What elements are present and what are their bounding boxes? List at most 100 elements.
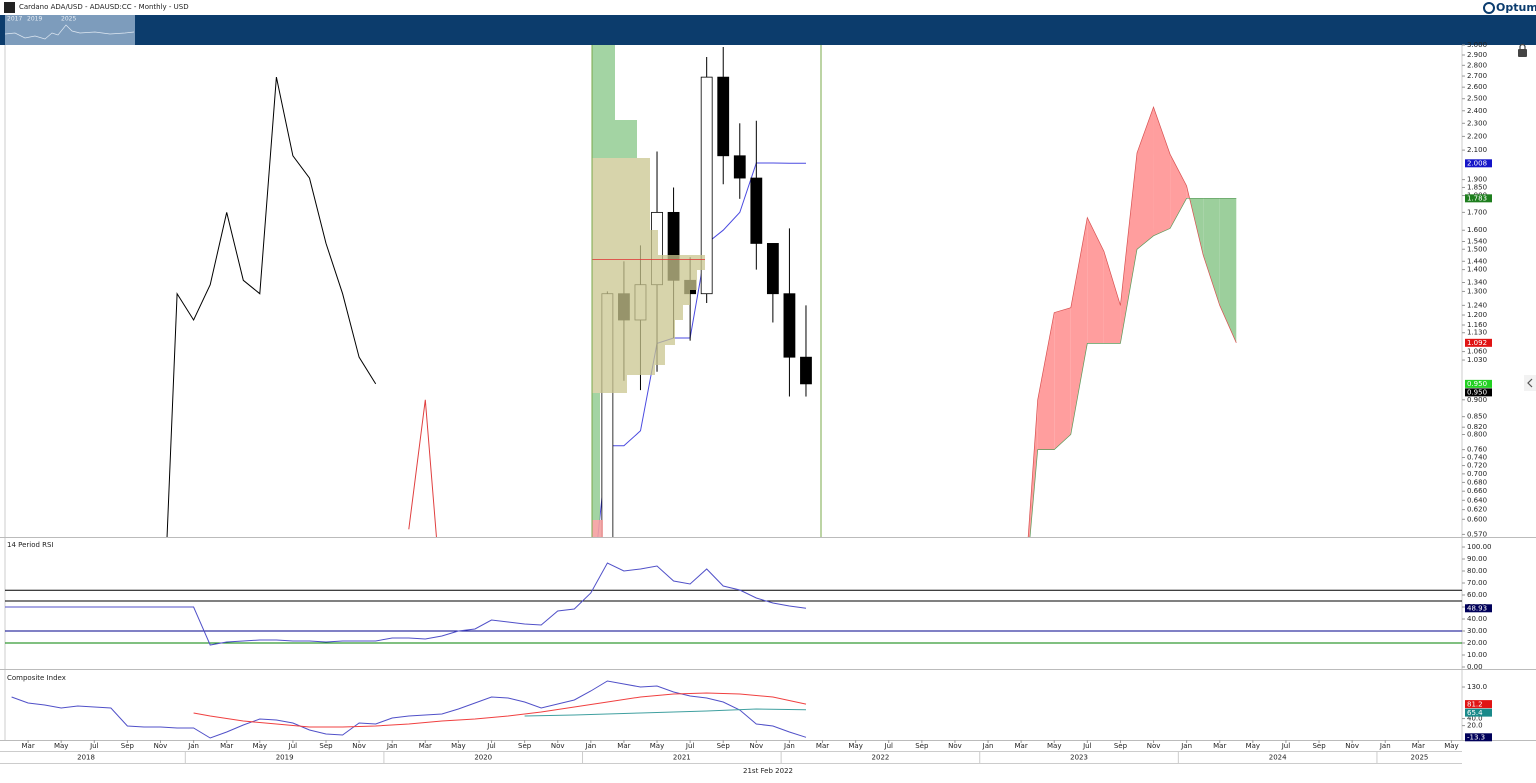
profile-bar [592,270,697,290]
series-line [193,692,807,728]
x-tick-label: Jul [685,742,695,750]
series-line [597,162,806,537]
price-tag [1465,379,1492,388]
axes: 3.000 2.900 2.800 2.700 2.600 2.500 2.400 2.300… [21,41,1492,763]
profile-bar [592,393,600,520]
y-tick-label: 30.00 [1467,627,1487,635]
y-tick-label: 0.720 [1467,462,1487,470]
x-tick-label: Jan [187,742,199,750]
cursor-date: 21st Feb 2022 [743,767,793,775]
year-label: 2022 [872,754,890,762]
cloud-segment [1087,217,1104,344]
side-panel-toggle[interactable] [1524,375,1536,391]
x-tick-label: Jan [386,742,398,750]
composite-pane [11,680,807,739]
y-tick-label: 130.0 [1467,683,1487,691]
y-tick-label: 2.200 [1467,132,1487,140]
y-tick-label: 2.500 [1467,95,1487,103]
cloud-segment [1120,152,1137,344]
y-tick-label: 0.600 [1467,515,1487,523]
price-tag-label: -13.3 [1467,734,1485,742]
navigator[interactable] [0,15,1536,45]
cloud-edge [1027,106,1237,537]
y-tick-label: 40.00 [1467,615,1487,623]
profile-bar [592,290,690,305]
x-tick-label: May [1047,742,1061,750]
x-tick-label: Nov [154,742,168,750]
series-line [408,399,437,537]
year-label: 2018 [77,754,95,762]
y-tick-label: 1.030 [1467,356,1487,364]
y-tick-label: 1.300 [1467,287,1487,295]
y-tick-label: 0.900 [1467,396,1487,404]
series-line [524,708,807,717]
navigator-window[interactable] [5,15,135,45]
x-tick-label: Mar [816,742,829,750]
x-tick-label: Jul [884,742,894,750]
y-tick-label: 0.760 [1467,446,1487,454]
y-tick-label: 40.0 [1467,715,1483,723]
x-tick-label: Sep [1312,742,1326,750]
year-label: 2025 [1411,754,1429,762]
x-tick-label: May [54,742,68,750]
y-tick-label: 2.100 [1467,146,1487,154]
x-tick-label: Jan [1379,742,1391,750]
cloud-segment [1219,198,1237,343]
x-tick-label: Sep [915,742,929,750]
cloud-segment [1170,154,1187,229]
y-tick-label: 2.700 [1467,72,1487,80]
year-label: 2024 [1269,754,1287,762]
profile-bar [592,305,683,320]
x-tick-label: Mar [1412,742,1425,750]
price-tag [1465,194,1492,203]
lock-icon[interactable] [1518,49,1527,57]
y-tick-label: 1.850 [1467,183,1487,191]
y-tick-label: 0.620 [1467,506,1487,514]
navigator-sparkline [4,24,135,40]
y-tick-label: 1.700 [1467,208,1487,216]
y-tick-label: 0.850 [1467,413,1487,421]
x-tick-label: May [1246,742,1260,750]
x-tick-label: Nov [1147,742,1161,750]
y-tick-label: 1.240 [1467,301,1487,309]
y-tick-label: 2.400 [1467,107,1487,115]
price-tag-label: 65.4 [1467,709,1483,717]
y-tick-label: 0.640 [1467,496,1487,504]
x-tick-label: Nov [1345,742,1359,750]
x-tick-label: May [848,742,862,750]
y-tick-label: 1.400 [1467,266,1487,274]
x-tick-label: Mar [1213,742,1226,750]
y-tick-label: 20.00 [1467,639,1487,647]
x-tick-label: Jan [1180,742,1192,750]
app-icon[interactable] [4,2,15,13]
price-tag-label: 81.2 [1467,700,1483,708]
y-tick-label: 1.540 [1467,238,1487,246]
price-tag-label: 0.950 [1467,380,1487,388]
x-tick-label: Jul [1281,742,1291,750]
y-tick-label: 1.440 [1467,257,1487,265]
lock-icon-shackle [1519,43,1526,49]
y-tick-label: 0.700 [1467,470,1487,478]
series-line [5,562,807,646]
y-tick-label: 2.800 [1467,61,1487,69]
profile-bar [592,255,705,270]
price-tag [1465,700,1492,709]
y-tick-label: 3.000 [1467,41,1487,49]
logo-icon [1483,2,1495,14]
y-tick-label: 2.900 [1467,51,1487,59]
x-tick-label: Nov [948,742,962,750]
profile-bar [592,365,655,375]
y-tick-label: 20.0 [1467,722,1483,730]
navigator-label: 2017 [7,16,22,23]
price-tag [1465,159,1492,168]
price-tag [1465,338,1492,347]
price-tag-label: 1.783 [1467,195,1487,203]
y-tick-label: 1.500 [1467,245,1487,253]
y-tick-label: 2.600 [1467,83,1487,91]
x-tick-label: Nov [352,742,366,750]
y-tick-label: 100.00 [1467,543,1492,551]
cloud-segment [1070,217,1088,435]
year-label: 2023 [1070,754,1088,762]
